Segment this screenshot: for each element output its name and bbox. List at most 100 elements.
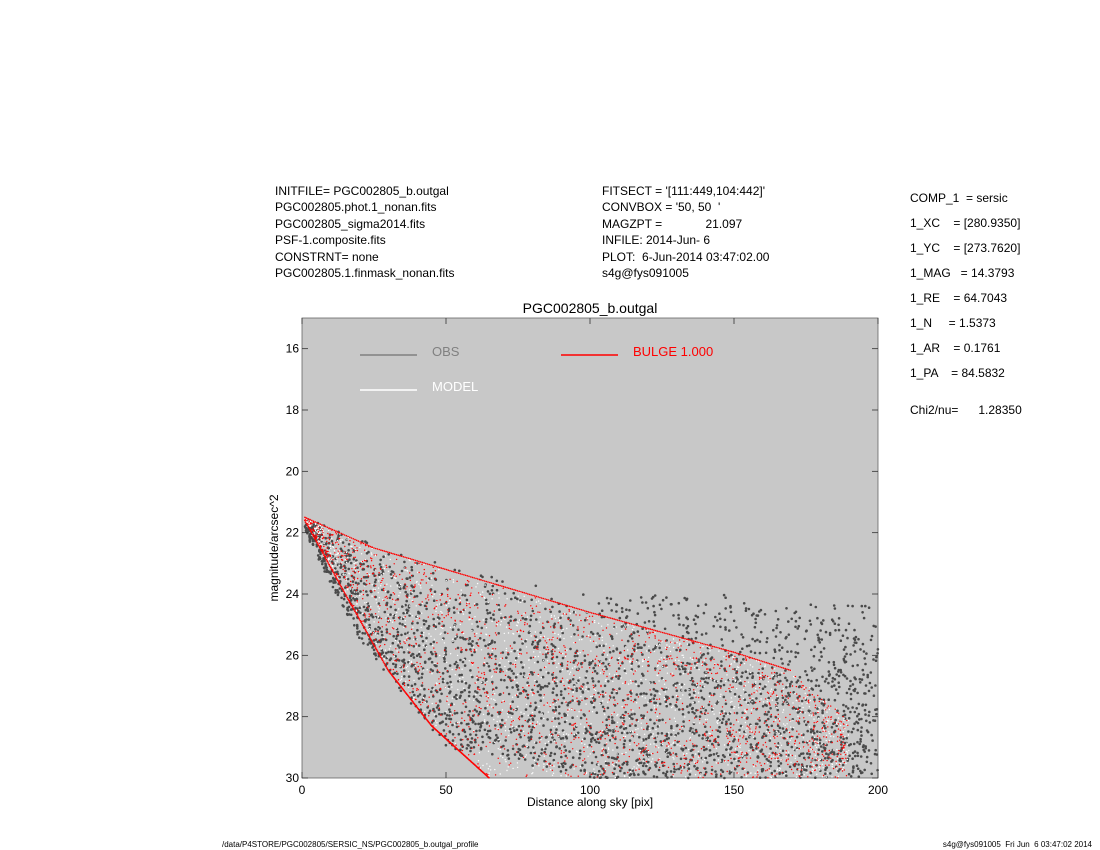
bulge-point [344,570,346,572]
bulge-point [740,704,743,707]
model-point [750,709,753,711]
model-point [375,633,377,635]
bulge-point [450,704,452,706]
bulge-point [436,689,438,692]
bulge-point [657,759,659,761]
obs-point [318,549,321,553]
model-point [683,683,686,686]
obs-point [356,616,359,619]
obs-point [411,652,414,656]
obs-point [519,599,522,602]
bulge-point [393,563,395,565]
obs-point [538,639,542,642]
obs-point [423,687,426,691]
obs-point [559,624,563,628]
obs-point [737,652,741,656]
model-point [317,537,319,539]
obs-point [870,634,874,638]
obs-point [719,679,723,683]
obs-point [346,608,349,611]
obs-point [461,729,465,732]
obs-point [510,597,513,601]
model-point [585,772,588,775]
obs-point [605,596,609,600]
obs-point [409,592,413,595]
obs-point [794,651,797,654]
obs-point [499,670,502,674]
bulge-point [425,598,427,600]
bulge-point [772,692,775,694]
bulge-point [744,680,746,683]
obs-point [392,662,395,666]
obs-point [431,686,434,690]
obs-point [694,622,697,626]
obs-point [720,758,724,762]
obs-point [559,670,562,673]
obs-point [305,528,308,531]
obs-point [722,683,726,687]
obs-point [828,633,832,637]
bulge-point [616,725,618,728]
obs-point [336,563,340,566]
bulge-point [818,700,820,703]
bulge-point [561,677,564,679]
bulge-point [369,609,371,611]
bulge-point [692,756,695,758]
bulge-point [371,573,374,575]
obs-point [814,605,818,609]
model-point [642,660,644,662]
obs-point [666,776,669,779]
obs-point [665,704,668,708]
param-pa: 1_PA = 84.5832 [910,366,1005,380]
obs-point [516,695,520,698]
model-point [661,741,663,743]
model-point [305,521,308,523]
obs-point [551,653,554,656]
obs-point [711,679,715,682]
bulge-point [381,626,383,628]
obs-point [653,610,656,614]
model-point [552,772,555,774]
model-point [534,656,536,658]
obs-point [372,648,376,652]
obs-point [436,616,440,619]
bulge-point [711,735,713,737]
bulge-point [332,542,334,544]
model-point [592,704,594,706]
model-point [704,718,707,721]
model-point [552,637,555,639]
model-point [608,697,610,699]
obs-point [775,626,778,630]
model-point [314,522,316,524]
obs-point [599,736,602,739]
model-point [578,711,580,713]
bulge-point [406,596,408,599]
obs-point [841,634,845,637]
obs-point [795,681,798,684]
obs-point [833,721,837,725]
obs-point [351,580,355,583]
obs-point [456,646,460,650]
obs-point [367,550,370,554]
obs-point [404,632,407,636]
model-point [581,742,583,744]
bulge-point [717,742,719,744]
bulge-point [548,662,550,665]
bulge-point [416,687,418,690]
bulge-point [671,675,673,677]
obs-point [853,687,857,691]
obs-point [470,644,474,647]
obs-point [750,746,754,749]
model-point [309,520,312,523]
obs-point [356,566,359,569]
bulge-point [808,690,810,692]
obs-point [416,628,419,632]
bulge-point [591,621,594,623]
obs-point [367,618,371,621]
obs-point [644,601,648,604]
bulge-point [450,617,452,619]
obs-point [401,617,405,620]
obs-point [637,665,640,668]
model-point [630,670,632,672]
obs-point [602,768,606,772]
